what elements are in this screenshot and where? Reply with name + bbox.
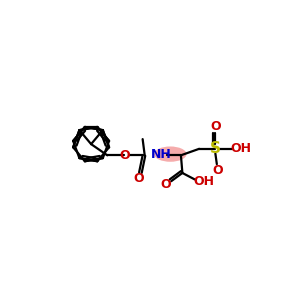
Text: O: O	[133, 172, 144, 185]
Text: OH: OH	[230, 142, 251, 155]
Text: O: O	[119, 149, 130, 162]
Ellipse shape	[154, 146, 187, 162]
Text: O: O	[160, 178, 171, 191]
Text: OH: OH	[193, 175, 214, 188]
Text: NH: NH	[151, 148, 171, 160]
Text: O: O	[210, 120, 221, 133]
Text: O: O	[212, 164, 223, 176]
Text: S: S	[210, 141, 221, 156]
